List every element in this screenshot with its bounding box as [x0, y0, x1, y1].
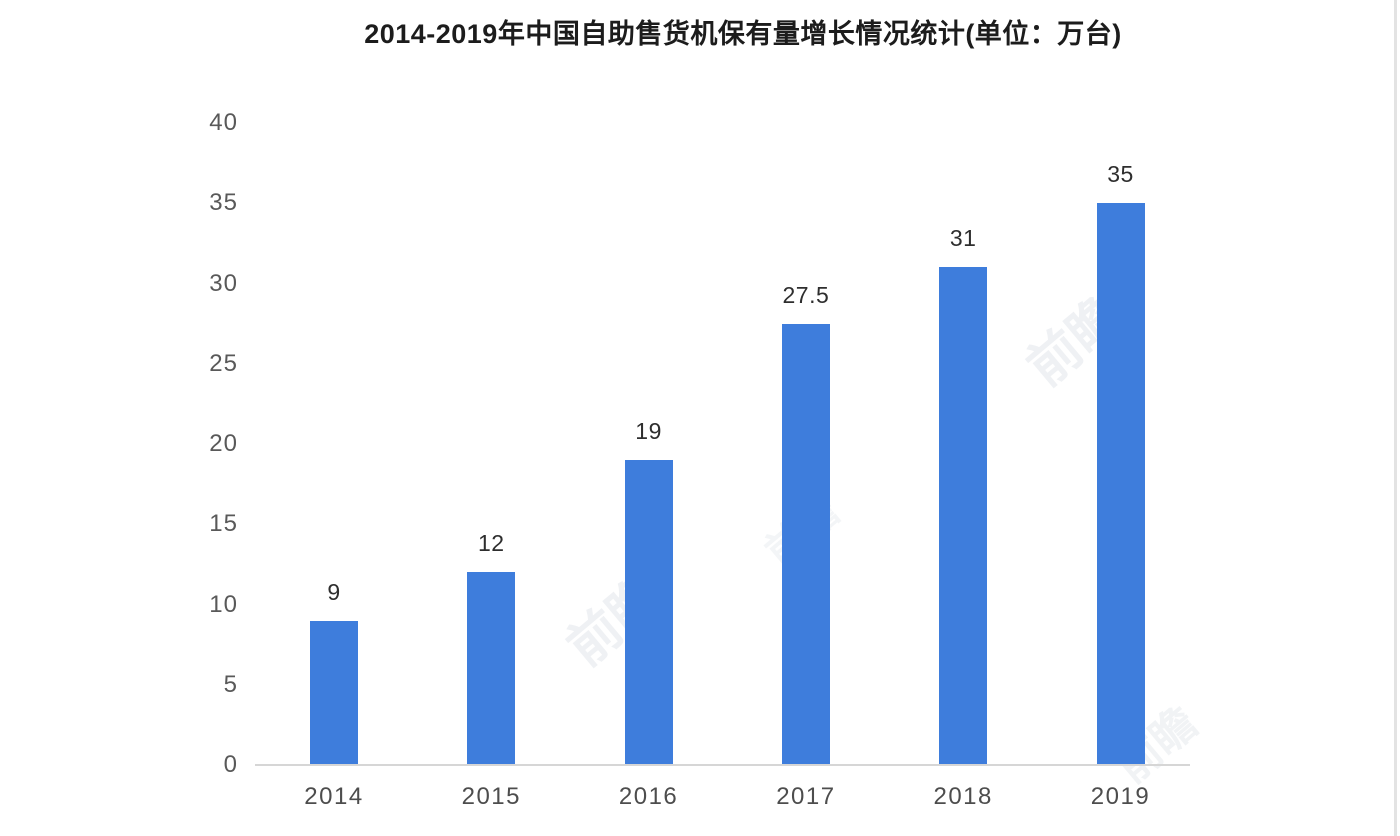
y-tick-label-15: 15	[209, 510, 238, 538]
x-axis-line	[255, 764, 1190, 766]
bar-2019	[1096, 203, 1145, 765]
bar-value-label-2017: 27.5	[782, 281, 830, 308]
bar-value-label-2016: 19	[635, 418, 662, 445]
y-tick-label-25: 25	[209, 349, 238, 377]
bar-value-label-2019: 35	[1107, 161, 1134, 188]
y-tick-label-35: 35	[209, 189, 238, 217]
screenshot-edge-line	[1394, 0, 1397, 836]
y-tick-label-40: 40	[209, 109, 238, 136]
chart-title: 2014-2019年中国自助售货机保有量增长情况统计(单位：万台)	[364, 19, 1122, 49]
x-tick-label-2019: 2019	[1090, 783, 1151, 810]
bar-value-label-2014: 9	[327, 578, 341, 605]
y-tick-label-30: 30	[209, 269, 238, 297]
x-tick-label-2016: 2016	[618, 783, 679, 810]
bar-2015	[467, 572, 516, 765]
bar-2017	[781, 323, 830, 765]
bar-2018	[939, 267, 988, 765]
bar-value-label-2018: 31	[949, 225, 977, 252]
x-tick-label-2015: 2015	[461, 783, 521, 810]
y-tick-label-0: 0	[223, 751, 238, 778]
y-tick-label-5: 5	[223, 670, 238, 698]
bar-2014	[310, 620, 358, 765]
bar-value-label-2015: 12	[478, 530, 505, 557]
x-tick-label-2018: 2018	[933, 783, 993, 810]
x-tick-label-2014: 2014	[304, 783, 364, 810]
y-tick-label-20: 20	[209, 430, 238, 457]
bar-2016	[624, 460, 673, 765]
y-tick-label-10: 10	[209, 590, 238, 618]
x-tick-label-2017: 2017	[776, 783, 836, 810]
